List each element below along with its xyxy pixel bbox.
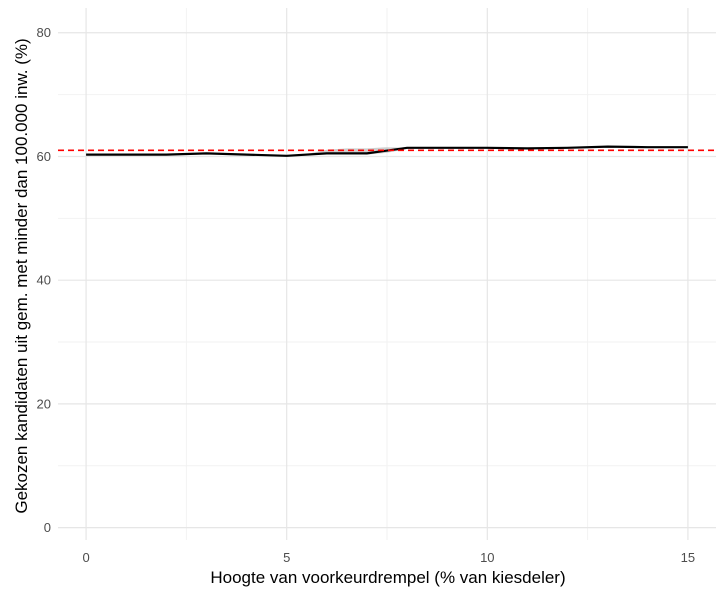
y-tick-labels: 0 20 40 60 80 <box>37 25 51 535</box>
y-tick-label-4: 80 <box>37 25 51 40</box>
series-layer <box>86 145 688 157</box>
x-axis-title: Hoogte van voorkeurdrempel (% van kiesde… <box>210 568 565 587</box>
x-tick-label-0: 0 <box>82 550 89 565</box>
y-axis-title: Gekozen kandidaten uit gem. met minder d… <box>12 38 31 513</box>
x-tick-label-2: 10 <box>480 550 494 565</box>
major-gridlines <box>58 8 716 540</box>
series-line-0 <box>86 145 688 157</box>
x-tick-labels: 0 5 10 15 <box>82 550 695 565</box>
y-tick-label-0: 0 <box>44 520 51 535</box>
y-tick-label-3: 60 <box>37 149 51 164</box>
x-tick-label-3: 15 <box>681 550 695 565</box>
y-tick-label-2: 40 <box>37 273 51 288</box>
y-tick-label-1: 20 <box>37 396 51 411</box>
minor-gridlines <box>58 8 716 540</box>
x-tick-label-1: 5 <box>283 550 290 565</box>
